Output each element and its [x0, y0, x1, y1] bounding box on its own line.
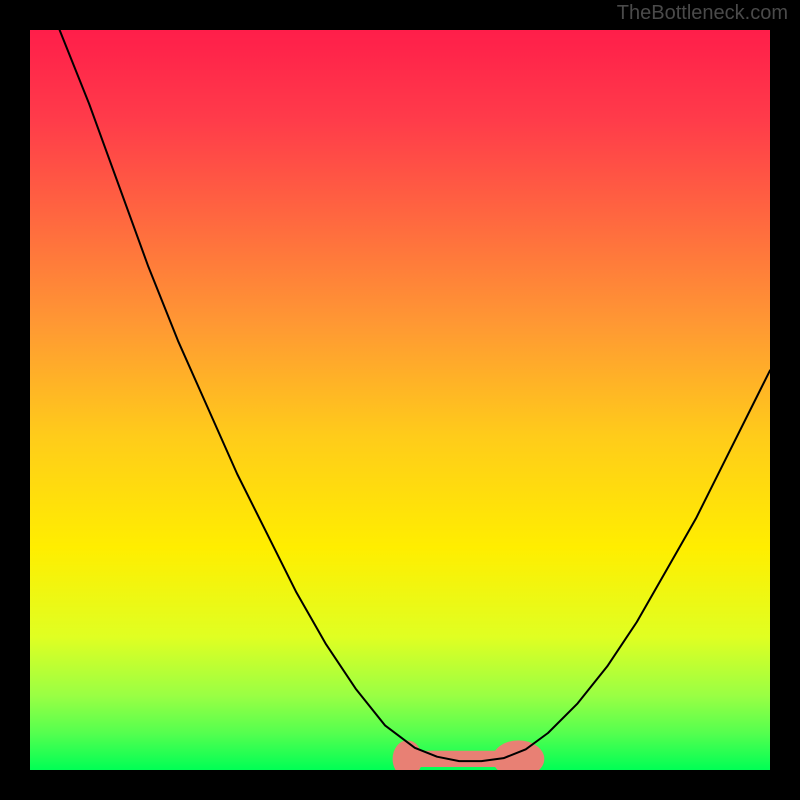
watermark-text: TheBottleneck.com — [617, 2, 788, 25]
chart-svg — [30, 30, 770, 770]
chart-background — [30, 30, 770, 770]
bottleneck-chart — [30, 30, 770, 770]
